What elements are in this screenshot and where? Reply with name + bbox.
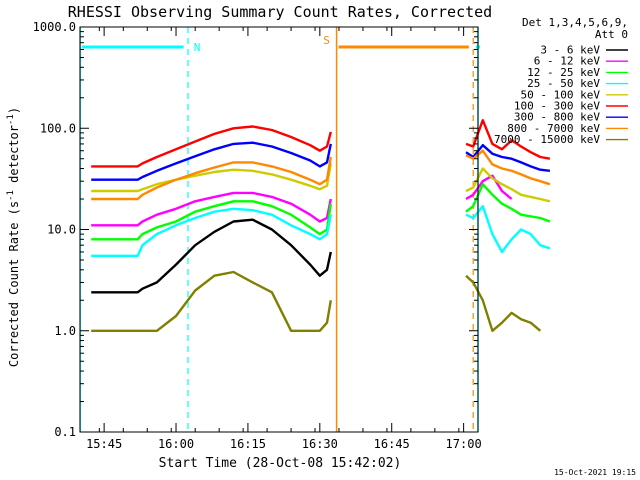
x-tick-label: 16:15 [230,437,266,451]
series-line [91,183,551,241]
legend-label: 6 - 12 keV [534,55,601,68]
legend-label: 3 - 6 keV [540,44,600,57]
y-axis-label-mid: detector [7,125,21,190]
chart-title: RHESSI Observing Summary Count Rates, Co… [68,3,492,21]
series-line [91,149,551,201]
y-axis-label-sup2: -1 [6,114,16,125]
y-tick-label: 0.1 [54,425,76,439]
legend-label: 25 - 50 keV [527,77,600,90]
interval-flag-label: S [323,34,330,47]
y-axis-label-end: ) [7,107,21,114]
y-axis-label: Corrected Count Rate (s-1 detector-1) [6,107,21,367]
x-axis-label: Start Time (28-Oct-08 15:42:02) [159,456,402,471]
legend-title: Det 1,3,4,5,6,9, Att 0 [522,16,628,41]
y-tick-label: 1000.0 [33,20,76,34]
legend-label: 800 - 7000 keV [507,122,600,135]
y-axis-label-main: Corrected Count Rate (s [7,201,21,367]
y-tick-label: 100.0 [40,121,76,135]
x-tick-label: 17:00 [446,437,482,451]
legend-title-line-1: Det 1,3,4,5,6,9, [522,16,628,29]
series-line [91,174,513,227]
timestamp: 15-Oct-2021 19:15 [554,468,636,477]
series-line [91,119,551,168]
x-tick-label: 15:45 [86,437,122,451]
legend-label: 100 - 300 keV [514,100,600,113]
legend-label: 12 - 25 keV [527,66,600,79]
legend-label: 7000 - 15000 keV [494,133,600,146]
y-axis-label-sup1: -1 [6,190,16,201]
series-line [91,270,542,332]
legend-title-line-2: Att 0 [595,28,628,41]
series-line [91,218,332,294]
interval-flag-label: N [194,41,201,54]
x-tick-label: 16:00 [158,437,194,451]
legend-label: 300 - 800 keV [514,111,600,124]
legend-label: 50 - 100 keV [521,88,601,101]
y-tick-label: 1.0 [54,324,76,338]
svg-text:Corrected Count Rate (s-1 dete: Corrected Count Rate (s-1 detector-1) [6,107,21,367]
plot-frame [79,26,479,433]
y-tick-label: 10.0 [47,223,76,237]
x-tick-label: 16:45 [374,437,410,451]
x-tick-label: 16:30 [302,437,338,451]
